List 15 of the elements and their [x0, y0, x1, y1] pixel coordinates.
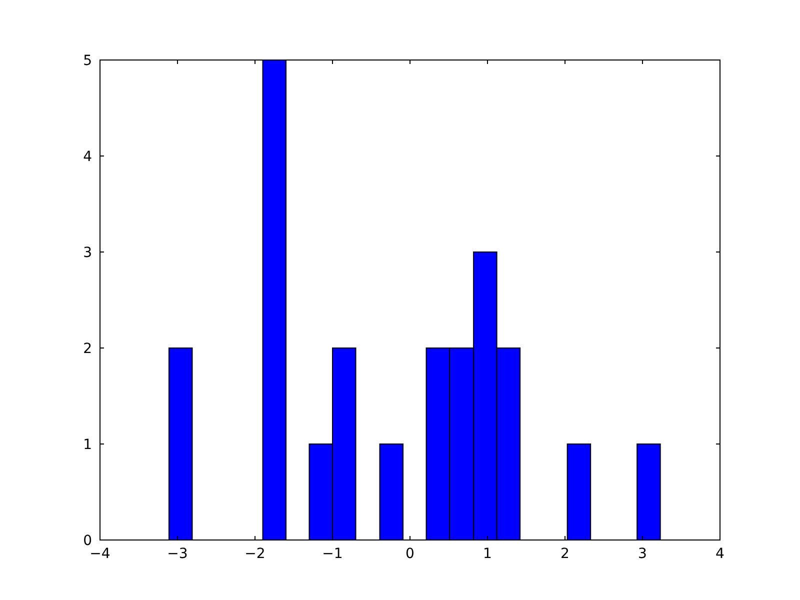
y-tick-label: 5: [83, 53, 92, 69]
y-tick-label: 0: [83, 533, 92, 549]
x-tick-label: −2: [244, 546, 266, 562]
x-tick-label: −3: [167, 546, 188, 562]
x-tick-label: −1: [322, 546, 343, 562]
x-tick-label: 3: [638, 546, 647, 562]
y-tick-label: 2: [83, 341, 92, 357]
x-tick-label: 2: [560, 546, 570, 562]
x-tick-label: −4: [90, 546, 110, 562]
x-tick-label: 1: [483, 546, 492, 562]
x-tick-label: 4: [716, 546, 725, 562]
y-tick-label: 3: [83, 245, 92, 261]
y-tick-label: 4: [83, 149, 92, 165]
x-tick-label: 0: [406, 546, 414, 562]
y-tick-label: 1: [83, 437, 92, 453]
